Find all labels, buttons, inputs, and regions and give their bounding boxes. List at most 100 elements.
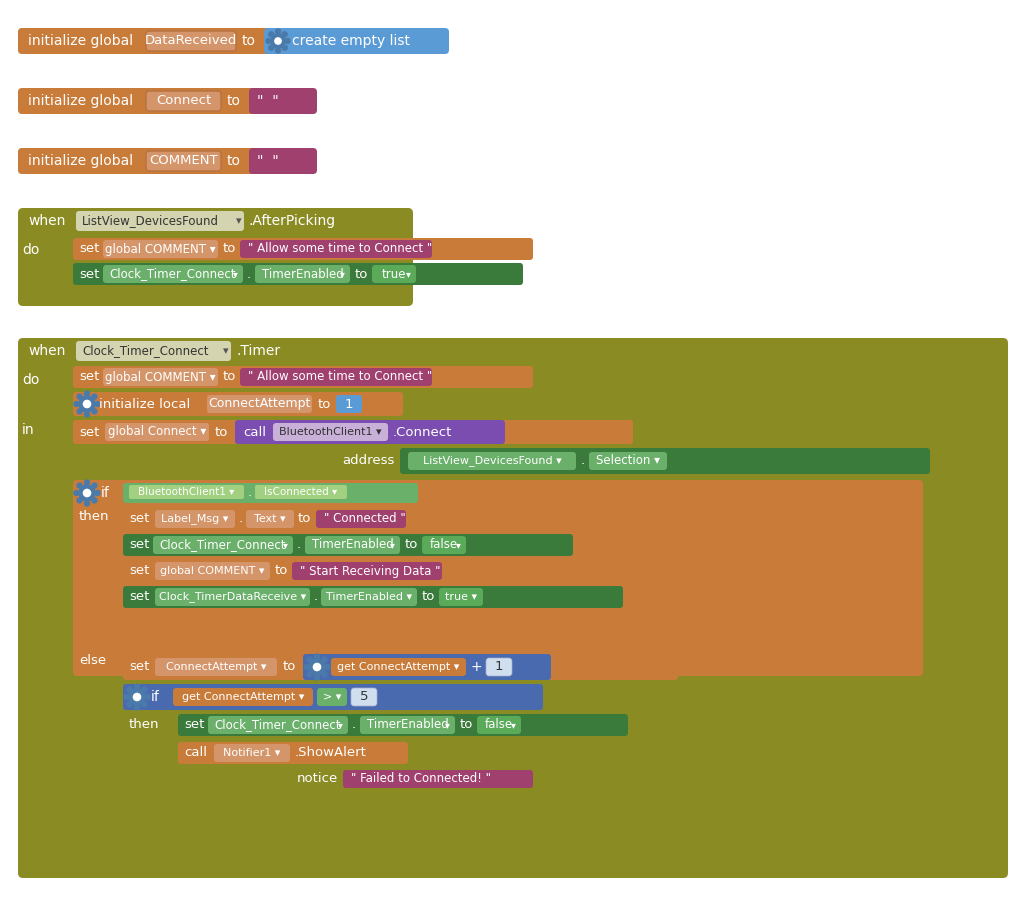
FancyBboxPatch shape xyxy=(336,395,362,413)
Text: ConnectAttempt: ConnectAttempt xyxy=(208,397,310,411)
FancyBboxPatch shape xyxy=(103,368,218,386)
Text: " Allow some time to Connect ": " Allow some time to Connect " xyxy=(248,242,432,256)
FancyBboxPatch shape xyxy=(123,560,553,582)
Text: .: . xyxy=(247,268,251,280)
Circle shape xyxy=(283,32,287,37)
Circle shape xyxy=(304,665,309,669)
FancyBboxPatch shape xyxy=(73,238,534,260)
FancyBboxPatch shape xyxy=(155,658,278,676)
Text: Notifier1 ▾: Notifier1 ▾ xyxy=(223,748,281,758)
Circle shape xyxy=(129,689,145,705)
Circle shape xyxy=(85,501,89,506)
FancyBboxPatch shape xyxy=(153,536,293,554)
FancyBboxPatch shape xyxy=(146,91,221,111)
FancyBboxPatch shape xyxy=(18,338,1008,878)
Text: ▾: ▾ xyxy=(444,720,450,730)
Text: to: to xyxy=(215,425,228,439)
FancyBboxPatch shape xyxy=(18,28,273,54)
Text: set: set xyxy=(129,513,150,525)
Text: 1: 1 xyxy=(495,660,503,674)
Text: .: . xyxy=(314,590,318,604)
Circle shape xyxy=(95,490,100,496)
Text: else: else xyxy=(79,654,106,668)
FancyBboxPatch shape xyxy=(372,265,416,283)
Text: Selection ▾: Selection ▾ xyxy=(596,454,660,468)
FancyBboxPatch shape xyxy=(73,480,923,676)
Text: set: set xyxy=(129,565,150,578)
Circle shape xyxy=(307,657,312,662)
FancyBboxPatch shape xyxy=(316,510,406,528)
Text: initialize local: initialize local xyxy=(99,397,190,411)
Circle shape xyxy=(325,665,330,669)
Text: to: to xyxy=(283,660,296,674)
Circle shape xyxy=(271,34,285,48)
Circle shape xyxy=(74,402,79,406)
FancyBboxPatch shape xyxy=(73,263,523,285)
Text: 5: 5 xyxy=(359,690,369,704)
Text: Clock_TimerDataReceive ▾: Clock_TimerDataReceive ▾ xyxy=(159,592,306,603)
FancyBboxPatch shape xyxy=(105,423,209,441)
Text: set: set xyxy=(184,718,205,732)
Text: in: in xyxy=(22,423,35,437)
FancyBboxPatch shape xyxy=(207,395,312,413)
FancyBboxPatch shape xyxy=(73,420,633,444)
Circle shape xyxy=(77,394,82,399)
Circle shape xyxy=(283,45,287,50)
FancyBboxPatch shape xyxy=(249,148,317,174)
Text: do: do xyxy=(22,243,39,257)
FancyBboxPatch shape xyxy=(173,688,313,706)
FancyBboxPatch shape xyxy=(321,588,417,606)
Text: to: to xyxy=(227,94,241,108)
Text: initialize global: initialize global xyxy=(28,154,133,168)
FancyBboxPatch shape xyxy=(103,240,218,258)
Text: Clock_Timer_Connect: Clock_Timer_Connect xyxy=(215,718,341,732)
Circle shape xyxy=(95,402,100,406)
Text: "  ": " " xyxy=(257,94,279,108)
Text: to: to xyxy=(460,718,473,732)
Text: 1: 1 xyxy=(345,397,353,411)
Text: .Timer: .Timer xyxy=(236,344,281,358)
Text: to: to xyxy=(355,268,369,280)
Text: " Failed to Connected! ": " Failed to Connected! " xyxy=(351,772,490,786)
Text: global COMMENT ▾: global COMMENT ▾ xyxy=(105,242,216,256)
Text: .ShowAlert: .ShowAlert xyxy=(295,747,367,760)
FancyBboxPatch shape xyxy=(103,265,243,283)
Text: global COMMENT ▾: global COMMENT ▾ xyxy=(105,370,216,384)
Text: to: to xyxy=(242,34,256,48)
FancyBboxPatch shape xyxy=(18,148,273,174)
Text: .Connect: .Connect xyxy=(393,425,453,439)
Text: TimerEnabled: TimerEnabled xyxy=(311,539,393,551)
FancyBboxPatch shape xyxy=(155,562,270,580)
Circle shape xyxy=(83,489,90,496)
Circle shape xyxy=(85,391,89,396)
Circle shape xyxy=(142,702,146,707)
Circle shape xyxy=(127,702,132,707)
Text: true ▾: true ▾ xyxy=(445,592,477,602)
FancyBboxPatch shape xyxy=(208,716,348,734)
Text: .: . xyxy=(581,454,585,468)
Circle shape xyxy=(309,659,325,675)
FancyBboxPatch shape xyxy=(351,688,377,706)
FancyBboxPatch shape xyxy=(240,368,432,386)
FancyBboxPatch shape xyxy=(486,658,512,676)
Text: global Connect ▾: global Connect ▾ xyxy=(108,425,206,439)
Circle shape xyxy=(92,394,97,399)
Circle shape xyxy=(85,480,89,485)
Text: then: then xyxy=(79,509,110,523)
Circle shape xyxy=(142,687,146,692)
Text: ▾: ▾ xyxy=(340,269,344,279)
Text: Label_Msg ▾: Label_Msg ▾ xyxy=(162,514,228,524)
FancyBboxPatch shape xyxy=(240,240,432,258)
FancyBboxPatch shape xyxy=(477,716,521,734)
FancyBboxPatch shape xyxy=(246,510,294,528)
FancyBboxPatch shape xyxy=(73,392,403,416)
FancyBboxPatch shape xyxy=(255,485,347,499)
Text: ▾: ▾ xyxy=(389,540,394,550)
Text: get ConnectAttempt ▾: get ConnectAttempt ▾ xyxy=(182,692,304,702)
FancyBboxPatch shape xyxy=(343,770,534,788)
Text: ListView_DevicesFound ▾: ListView_DevicesFound ▾ xyxy=(423,456,561,467)
Text: ▾: ▾ xyxy=(236,216,242,226)
Text: ▾: ▾ xyxy=(456,540,461,550)
Text: set: set xyxy=(79,370,99,384)
Text: ▾: ▾ xyxy=(232,269,238,279)
